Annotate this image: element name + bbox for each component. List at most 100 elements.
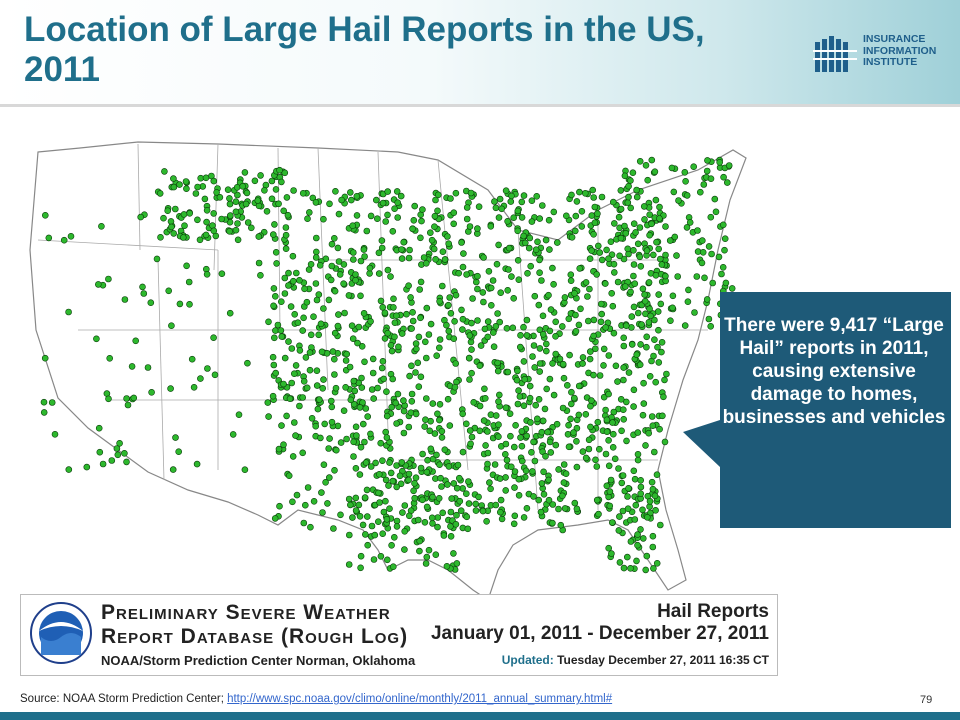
hail-marker	[507, 463, 515, 471]
hail-marker	[329, 348, 337, 355]
hail-marker	[357, 552, 365, 560]
hail-marker	[210, 334, 217, 341]
hail-marker	[421, 338, 429, 346]
hail-marker	[624, 245, 632, 253]
hail-marker	[169, 466, 177, 473]
hail-marker	[531, 292, 539, 300]
hail-marker	[357, 257, 365, 265]
hail-marker	[197, 375, 204, 382]
hail-marker	[293, 491, 301, 499]
hail-marker	[585, 445, 593, 453]
hail-marker	[426, 427, 434, 435]
hail-marker	[523, 316, 531, 324]
hail-marker	[304, 484, 312, 491]
hail-marker	[610, 329, 618, 337]
hail-marker	[411, 479, 418, 487]
hail-marker	[494, 367, 502, 375]
hail-marker	[328, 262, 336, 270]
hail-marker	[502, 474, 509, 481]
hail-marker	[616, 559, 624, 566]
hail-marker	[586, 255, 594, 262]
hail-marker	[496, 195, 504, 203]
hail-marker	[382, 476, 390, 484]
hail-marker	[502, 404, 510, 412]
hail-marker	[455, 269, 463, 277]
hail-marker	[522, 467, 530, 475]
hail-marker	[575, 411, 583, 419]
hail-marker	[168, 322, 175, 329]
hail-marker	[465, 478, 472, 485]
hail-marker	[444, 233, 451, 240]
hail-marker	[306, 349, 314, 356]
hail-marker	[153, 255, 161, 263]
hail-marker	[204, 365, 211, 372]
hail-marker	[623, 553, 631, 561]
hail-marker	[328, 240, 336, 248]
hail-marker	[382, 428, 390, 436]
hail-marker	[447, 310, 455, 317]
hail-marker	[182, 178, 190, 185]
hail-marker	[683, 192, 691, 199]
hail-marker	[362, 459, 370, 466]
hail-marker	[242, 200, 250, 208]
hail-marker	[630, 403, 637, 410]
hail-marker	[498, 205, 506, 213]
hail-marker	[524, 270, 531, 277]
hail-marker	[638, 321, 645, 328]
header-band	[0, 0, 960, 104]
hail-marker	[495, 421, 502, 429]
hail-marker	[398, 459, 406, 466]
hail-marker	[549, 519, 556, 527]
hail-marker	[105, 395, 112, 403]
source-link[interactable]: http://www.spc.noaa.gov/climo/online/mon…	[227, 693, 613, 705]
hail-marker	[406, 372, 413, 380]
hail-marker	[384, 329, 392, 337]
hail-marker	[363, 486, 371, 494]
hail-marker	[474, 272, 481, 280]
hail-marker	[609, 198, 617, 206]
hail-marker	[463, 204, 471, 211]
hail-marker	[335, 311, 342, 318]
hail-marker	[576, 188, 583, 196]
page-number: 79	[920, 694, 933, 706]
hail-marker	[618, 427, 625, 435]
hail-marker	[634, 531, 641, 538]
hail-marker	[65, 466, 73, 473]
hail-marker	[340, 407, 348, 415]
hail-marker	[601, 280, 609, 287]
hail-marker	[637, 526, 644, 533]
hail-marker	[282, 231, 290, 239]
hail-marker	[493, 260, 501, 268]
hail-marker	[352, 423, 360, 431]
hail-marker	[390, 304, 397, 311]
hail-marker	[494, 359, 501, 367]
hail-marker	[563, 382, 571, 389]
hail-marker	[356, 404, 364, 411]
hail-marker	[232, 226, 240, 234]
hail-marker	[489, 277, 497, 284]
hail-marker	[263, 208, 271, 215]
hail-marker	[275, 445, 283, 453]
hail-marker	[514, 400, 522, 408]
hail-marker	[658, 339, 666, 346]
hail-marker	[172, 205, 179, 213]
hail-marker	[257, 172, 264, 179]
hail-marker	[415, 383, 423, 391]
hail-marker	[712, 208, 720, 216]
hail-marker	[492, 501, 500, 509]
hail-marker	[629, 169, 637, 177]
hail-marker	[331, 287, 339, 295]
hail-marker	[446, 294, 454, 301]
hail-marker	[374, 384, 381, 392]
hail-marker	[636, 361, 644, 368]
hail-marker	[533, 193, 541, 200]
noaa-logo-icon	[30, 602, 92, 664]
hail-marker	[602, 450, 610, 458]
hail-marker	[332, 384, 340, 392]
hail-marker	[349, 256, 357, 263]
hail-marker	[645, 429, 653, 437]
hail-marker	[619, 472, 627, 479]
hail-marker	[325, 445, 333, 452]
hail-marker	[407, 294, 414, 301]
hail-marker	[511, 512, 519, 520]
